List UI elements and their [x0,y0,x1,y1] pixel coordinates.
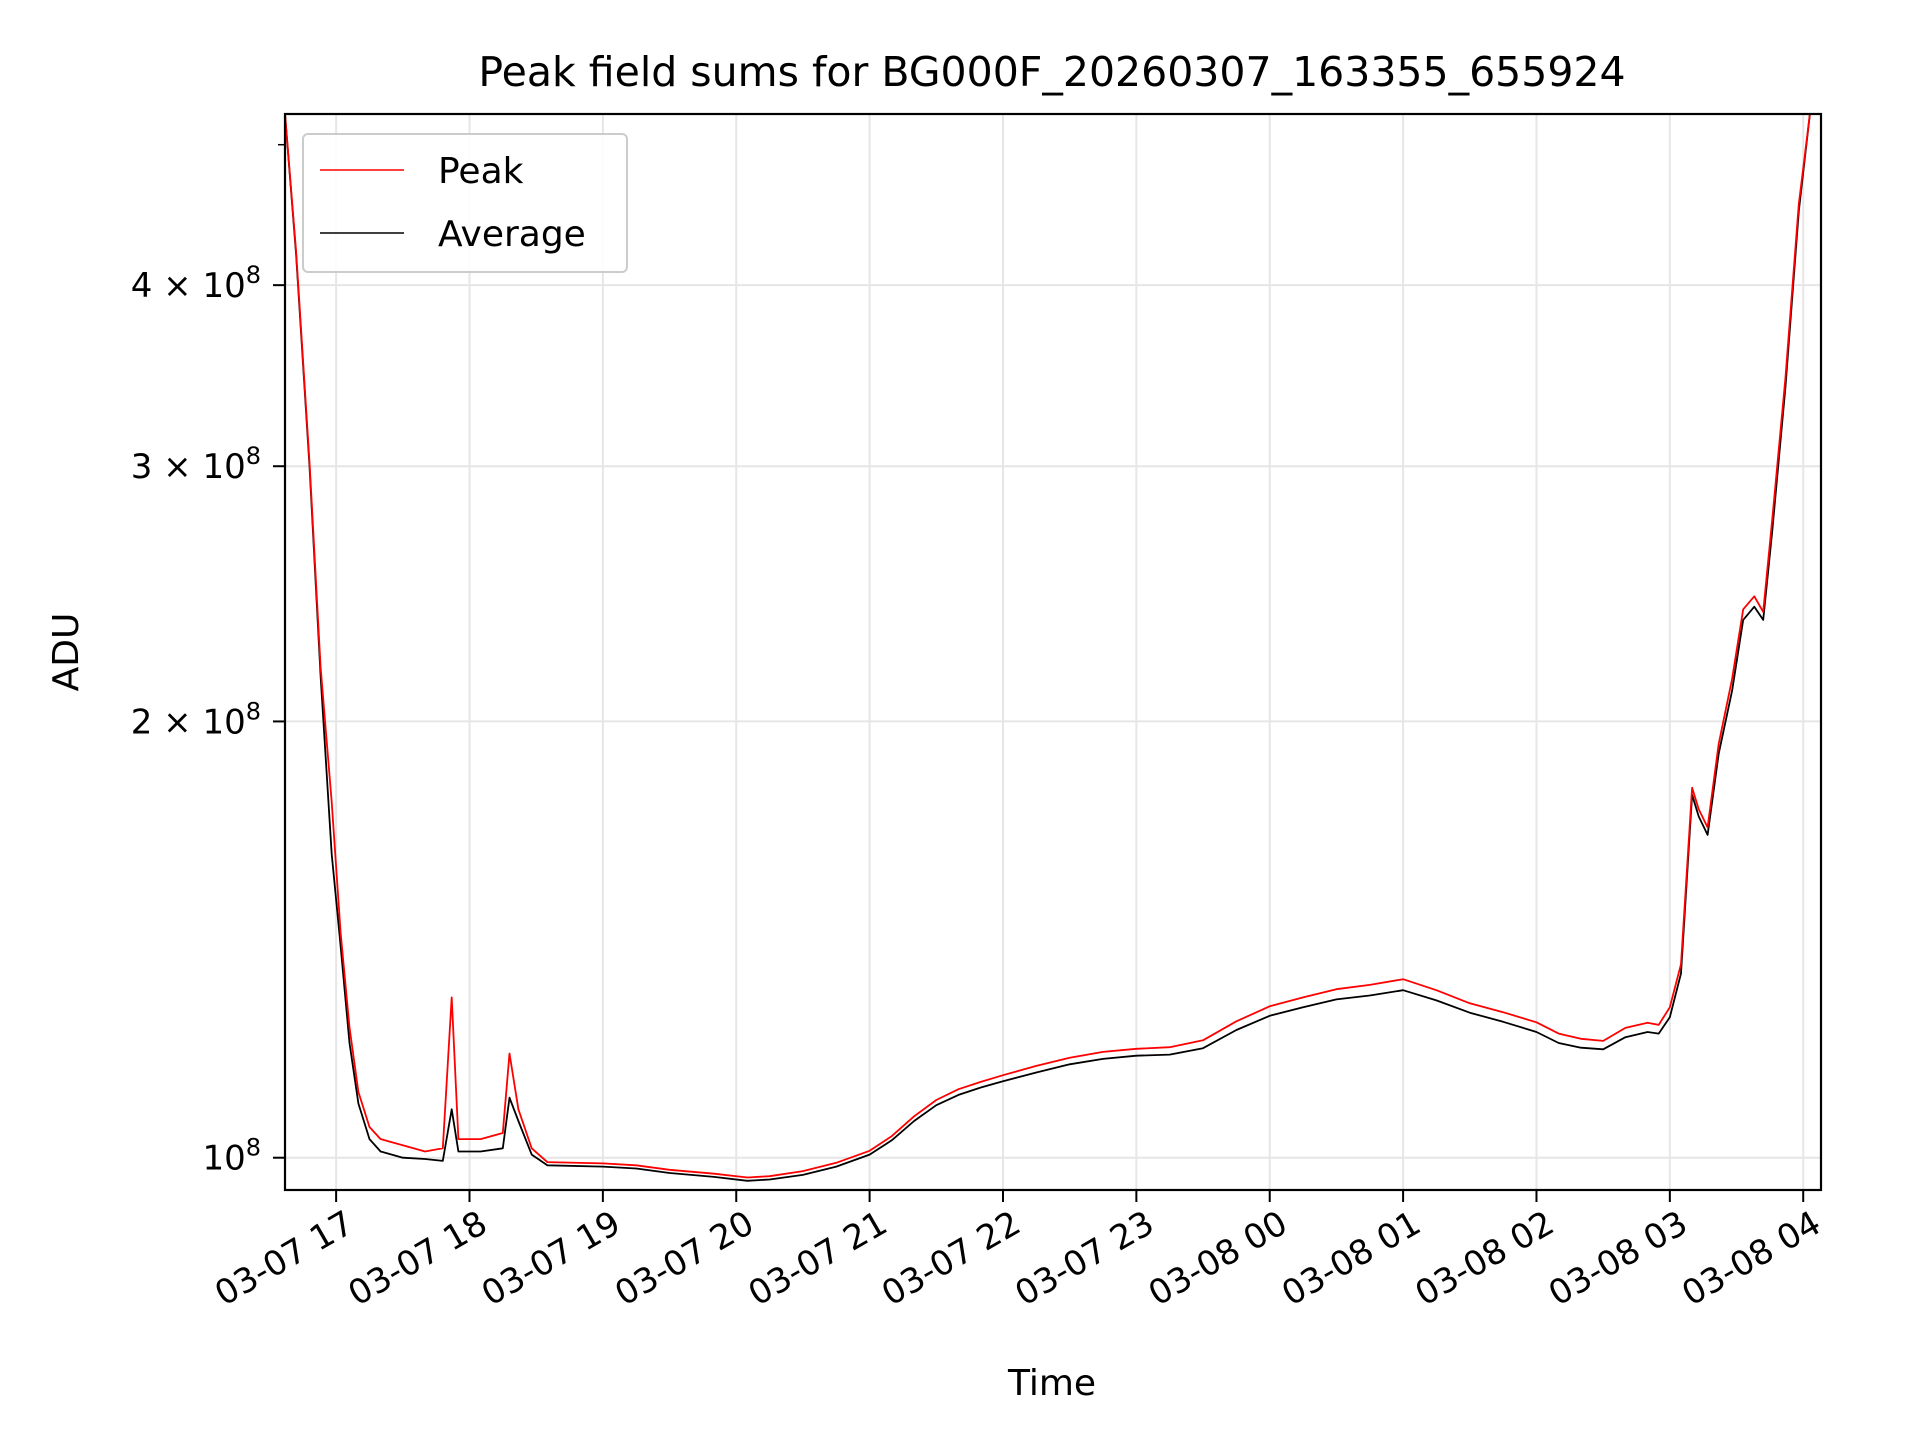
y-tick-label: 4 × 108 [131,261,261,306]
legend-peak-label: Peak [438,151,524,192]
y-tick-label: 3 × 108 [131,442,261,487]
y-axis-label: ADU [46,613,87,692]
legend: Peak Average [302,133,628,273]
series-group [285,114,1811,1182]
legend-average-label: Average [438,214,586,255]
peak-series-line [285,114,1811,1179]
x-axis-label: Time [1007,1363,1096,1404]
plot-area-frame [283,112,1823,1192]
chart-title: Peak field sums for BG000F_20260307_1633… [478,48,1625,96]
y-tick-label: 2 × 108 [131,697,261,742]
grid [285,114,1821,1190]
legend-frame [302,133,628,273]
